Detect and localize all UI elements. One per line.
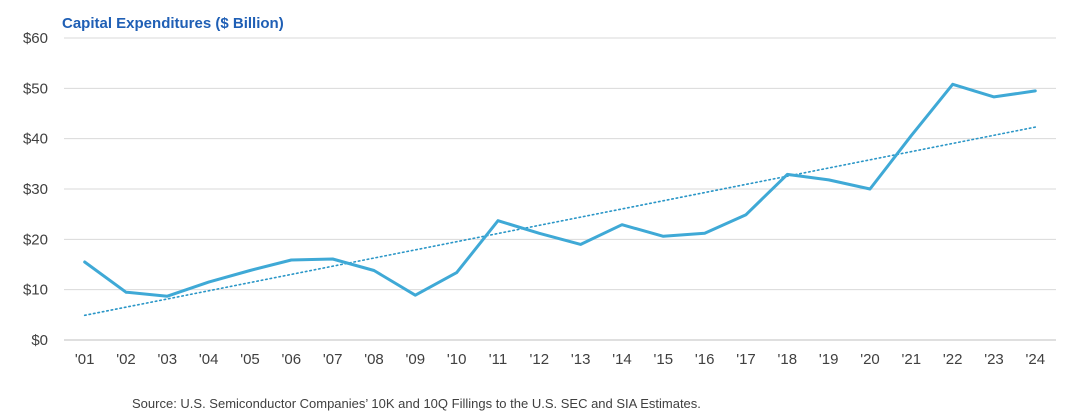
x-tick-label: '17 [736, 351, 756, 368]
data-point [124, 290, 128, 294]
x-tick-label: '21 [902, 351, 922, 368]
x-tick-label: '15 [654, 351, 674, 368]
data-point [786, 173, 789, 176]
x-tick-label: '03 [158, 351, 178, 368]
x-tick-label: '24 [1026, 351, 1046, 368]
data-point [496, 219, 500, 222]
data-point [414, 294, 417, 297]
data-point [579, 243, 582, 246]
data-point [248, 269, 252, 272]
x-tick-label: '10 [447, 351, 467, 368]
x-tick-label: '05 [240, 351, 260, 368]
data-point [703, 232, 706, 235]
y-tick-label: $60 [23, 30, 48, 47]
data-point [1034, 89, 1037, 93]
x-tick-label: '13 [571, 351, 591, 368]
x-tick-label: '07 [323, 351, 343, 368]
data-point [620, 223, 624, 226]
data-point [83, 260, 86, 264]
x-tick-label: '11 [489, 351, 507, 368]
x-tick-label: '16 [695, 351, 715, 368]
x-tick-label: '06 [282, 351, 302, 368]
y-tick-label: $10 [23, 282, 48, 299]
y-tick-label: $30 [23, 181, 48, 198]
series-line [83, 82, 1037, 298]
source-note: Source: U.S. Semiconductor Companies’ 10… [132, 396, 701, 411]
gridlines [64, 37, 1056, 341]
chart-title: Capital Expenditures ($ Billion) [62, 15, 284, 32]
x-tick-label: '12 [530, 351, 550, 368]
x-axis: '01 '02 '03 '04 '05 '06 '07 '08 '09 '10 '11 '12 '13 '… [75, 351, 1045, 368]
x-tick-label: '09 [406, 351, 426, 368]
x-tick-label: '14 [612, 351, 632, 368]
data-point [166, 295, 169, 298]
x-tick-label: '20 [860, 351, 880, 368]
data-point [455, 271, 458, 274]
data-point [827, 178, 830, 182]
y-tick-label: $40 [23, 131, 48, 148]
trendline [83, 126, 1037, 317]
x-tick-label: '01 [75, 351, 95, 368]
data-point [910, 134, 913, 137]
data-point [331, 257, 334, 261]
data-point [290, 258, 293, 262]
data-point [744, 213, 748, 216]
data-point [372, 269, 376, 272]
data-point [951, 83, 954, 86]
x-tick-label: '02 [116, 351, 136, 368]
x-tick-label: '19 [819, 351, 839, 368]
data-point [662, 235, 665, 238]
data-point [538, 232, 541, 235]
y-tick-label: $0 [31, 332, 48, 349]
x-tick-label: '04 [199, 351, 219, 368]
series-points [83, 83, 1037, 298]
x-tick-label: '18 [778, 351, 798, 368]
data-point [207, 280, 210, 284]
x-tick-label: '23 [984, 351, 1004, 368]
y-tick-label: $50 [23, 80, 48, 97]
x-tick-label: '08 [364, 351, 384, 368]
data-point [868, 187, 872, 191]
y-tick-label: $20 [23, 231, 48, 248]
x-tick-label: '22 [943, 351, 963, 368]
data-point [992, 95, 996, 99]
y-axis: $0 $10 $20 $30 $40 $50 $60 [23, 30, 48, 349]
